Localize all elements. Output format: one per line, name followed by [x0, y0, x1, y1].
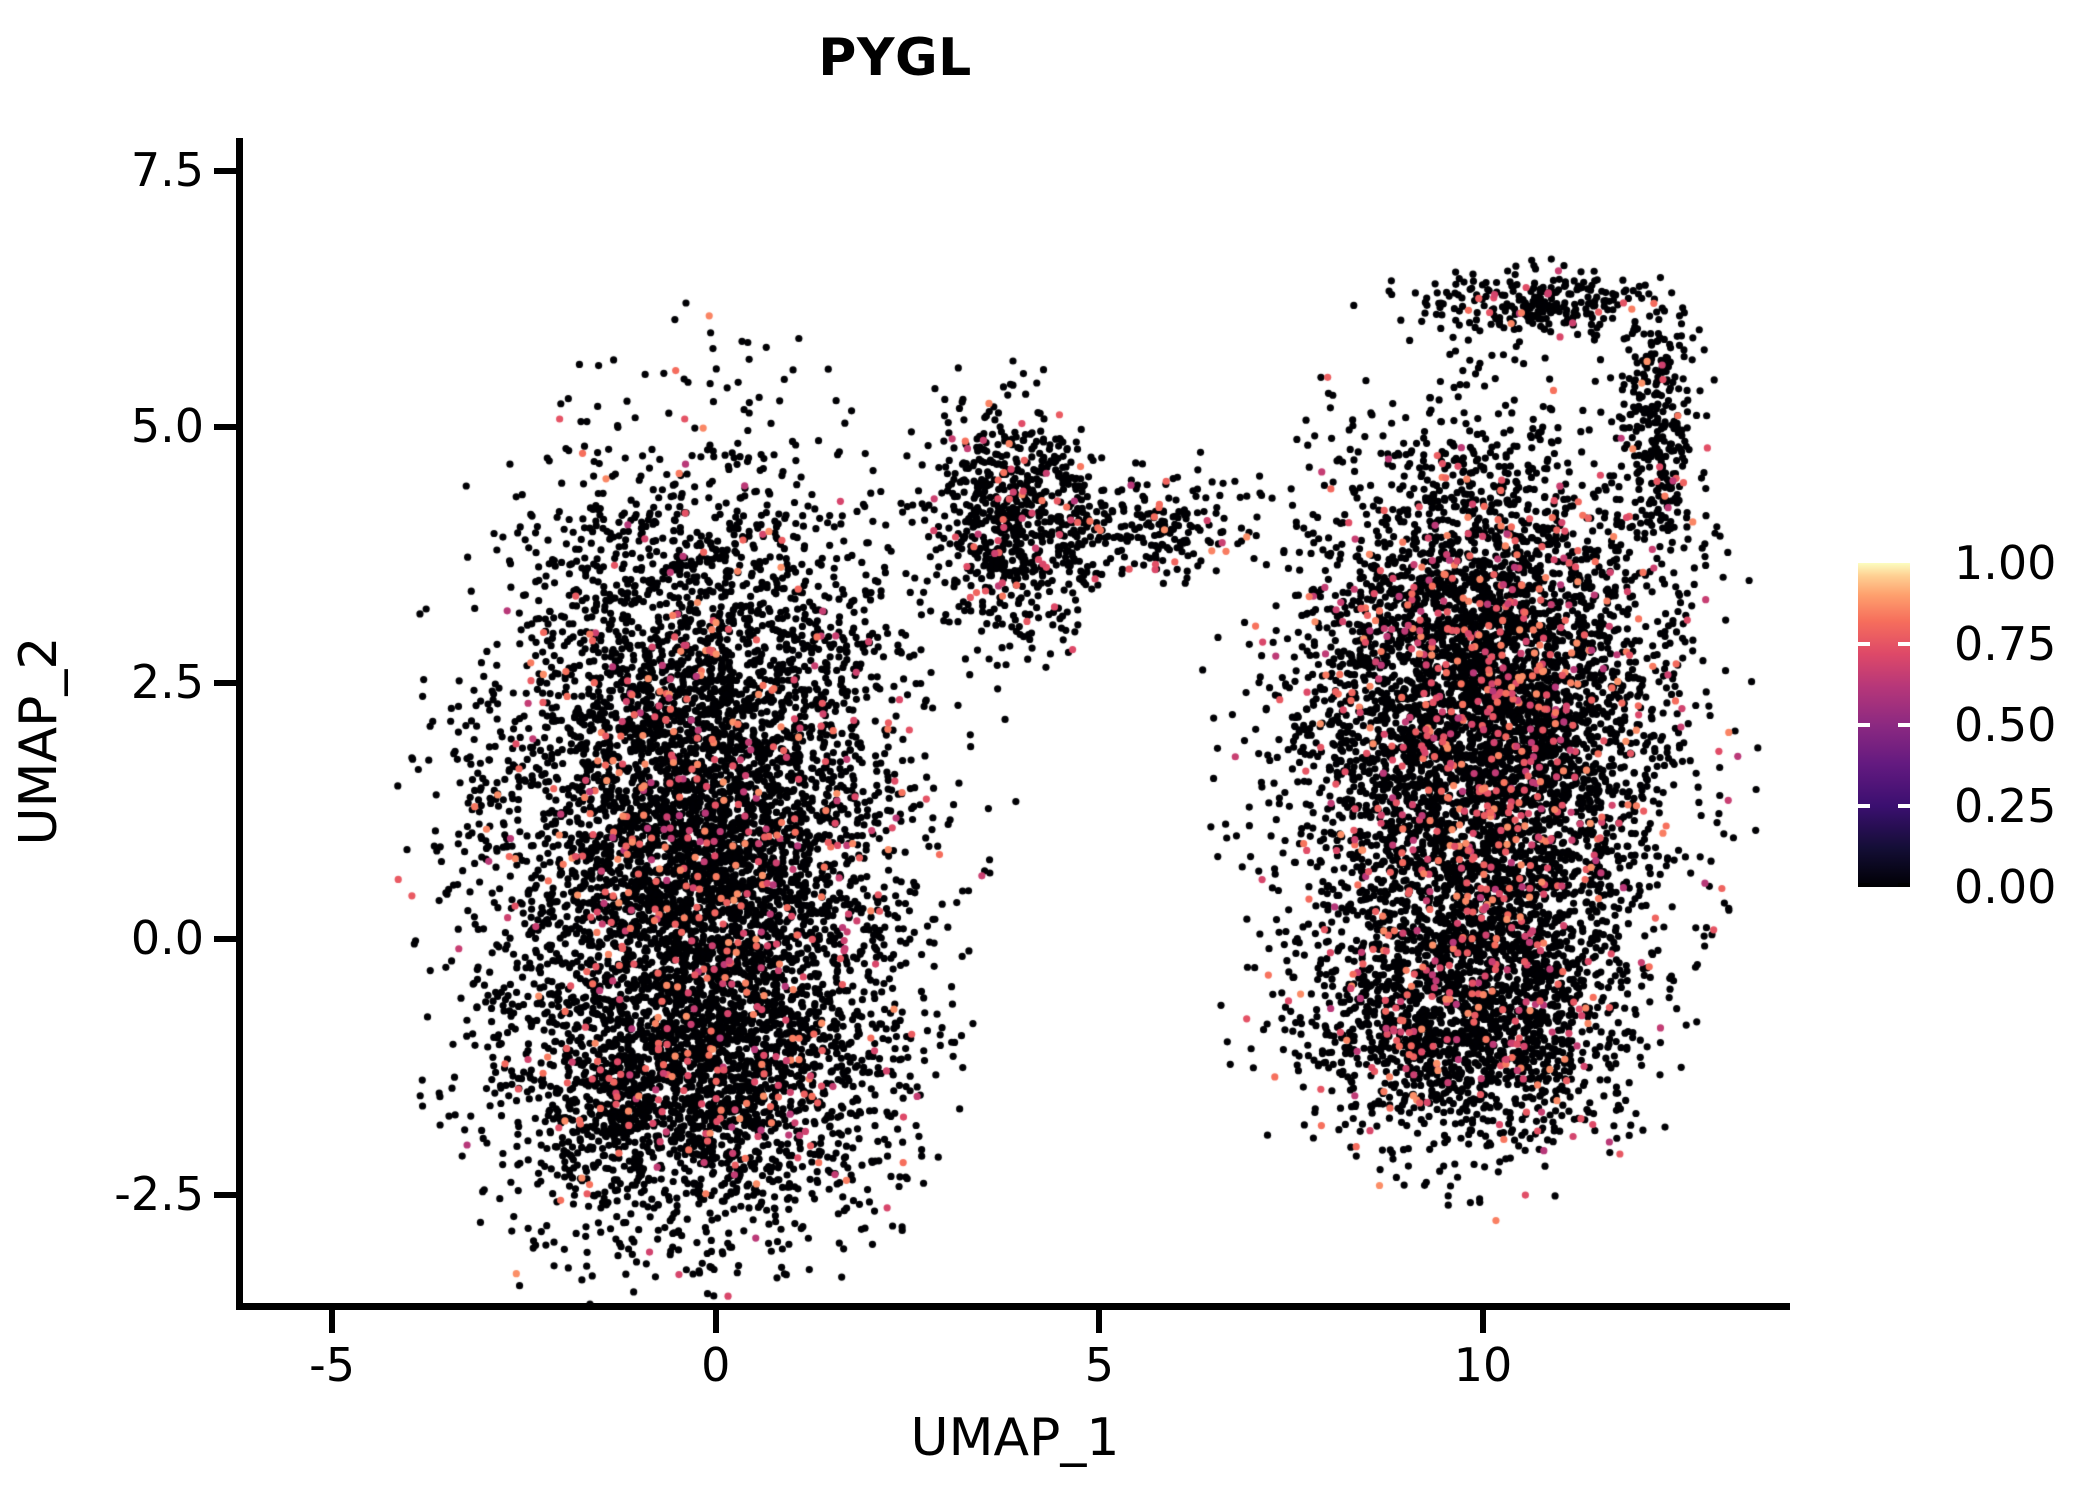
scatter-plot-area [240, 140, 1790, 1308]
colorbar-tick-mark [1898, 642, 1910, 646]
x-axis-tick [712, 1309, 719, 1333]
y-axis-tick [214, 680, 238, 687]
colorbar-tick-mark [1898, 804, 1910, 808]
colorbar-tick-mark [1858, 883, 1870, 887]
y-axis-label: UMAP_2 [9, 636, 69, 846]
x-axis-spine [236, 1303, 1790, 1310]
x-axis-tick-label: 5 [1084, 1338, 1115, 1392]
y-axis-tick-label: 2.5 [130, 655, 204, 710]
colorbar-tick-label: 0.00 [1954, 860, 2057, 914]
y-axis-tick-label: -2.5 [114, 1167, 204, 1222]
colorbar-tick-label: 0.25 [1954, 779, 2057, 833]
y-axis-tick [214, 167, 238, 174]
x-axis-tick [329, 1309, 336, 1333]
x-axis-tick [1096, 1309, 1103, 1333]
y-axis-tick [214, 423, 238, 430]
colorbar-tick-mark [1898, 883, 1910, 887]
colorbar-tick-label: 0.50 [1954, 698, 2057, 752]
y-axis-tick-label: 7.5 [130, 142, 204, 197]
y-axis-spine [236, 138, 243, 1310]
colorbar-tick-label: 1.00 [1954, 536, 2057, 590]
colorbar-tick-mark [1898, 723, 1910, 727]
colorbar-tick-mark [1858, 642, 1870, 646]
y-axis-tick [214, 936, 238, 943]
y-axis-tick [214, 1192, 238, 1199]
colorbar-tick-mark [1858, 804, 1870, 808]
y-axis-tick-label: 5.0 [130, 398, 204, 453]
scatter-points-canvas [240, 140, 1790, 1308]
x-axis-tick [1480, 1309, 1487, 1333]
x-axis-tick-label: 0 [701, 1338, 731, 1392]
x-axis-tick-label: 10 [1453, 1338, 1513, 1392]
colorbar-tick-mark [1858, 723, 1870, 727]
x-axis-tick-label: -5 [309, 1338, 356, 1392]
page-title: PYGL [818, 28, 972, 88]
y-axis-tick-label: 0.0 [130, 911, 204, 966]
colorbar-tick-label: 0.75 [1954, 617, 2057, 671]
x-axis-label: UMAP_1 [910, 1408, 1120, 1468]
